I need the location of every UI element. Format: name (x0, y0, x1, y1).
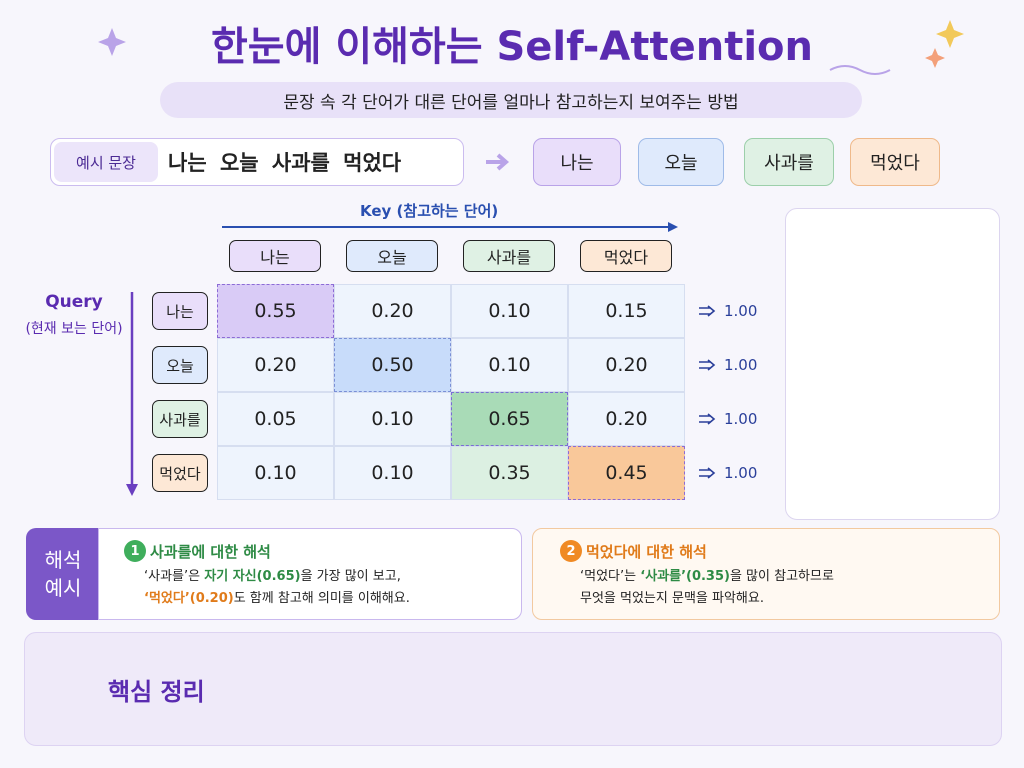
cell: 0.15 (568, 284, 685, 338)
cell: 0.10 (334, 392, 451, 446)
card-text: 자기 자신(0.65) (204, 569, 301, 584)
token: 사과를 (744, 138, 834, 186)
card-number: 1 (124, 540, 146, 562)
sum-arrow (699, 413, 716, 425)
cell: 0.20 (568, 392, 685, 446)
card (532, 528, 1000, 620)
cell: 0.20 (568, 338, 685, 392)
card-title: 먹었다에 대한 해석 (586, 543, 707, 561)
title: 한눈에 이해하는 Self-Attention (211, 24, 813, 70)
row-label: 먹었다 (152, 454, 208, 492)
row-label: 오늘 (152, 346, 208, 384)
card-text: 을 가장 많이 보고, (300, 569, 401, 584)
cell: 0.20 (217, 338, 334, 392)
notes-panel (785, 208, 1000, 520)
column-header: 먹었다 (580, 240, 672, 272)
row-sum: 1.00 (724, 356, 758, 374)
card-text: ‘사과를’(0.35) (640, 569, 730, 584)
card-text: ‘먹었다’는 (580, 569, 641, 584)
sum-arrow (699, 359, 716, 371)
card-line: ‘먹었다’는 ‘사과를’(0.35)을 많이 참고하므로 (580, 566, 834, 588)
card-line: ‘사과를’은 자기 자신(0.65)을 가장 많이 보고, (144, 566, 401, 588)
card-text: ‘사과를’은 (144, 569, 205, 584)
column-header: 사과를 (463, 240, 555, 272)
card-text: 도 함께 참고해 의미를 이해해요. (233, 591, 410, 606)
card-text: 을 많이 참고하므로 (729, 569, 834, 584)
token: 먹었다 (850, 138, 940, 186)
cell: 0.10 (334, 446, 451, 500)
card-text: ‘먹었다’(0.20) (144, 591, 234, 606)
cell: 0.10 (451, 338, 568, 392)
cell: 0.35 (451, 446, 568, 500)
subtitle: 문장 속 각 단어가 대른 단어를 얼마나 참고하는지 보여주는 방법 (160, 82, 862, 118)
row-sum: 1.00 (724, 464, 758, 482)
column-header: 나는 (229, 240, 321, 272)
cell: 0.10 (217, 446, 334, 500)
cell: 0.10 (451, 284, 568, 338)
interp-label-line: 예시 (44, 576, 82, 600)
row-label: 나는 (152, 292, 208, 330)
cell: 0.50 (334, 338, 451, 392)
card-number: 2 (560, 540, 582, 562)
token: 나는 (533, 138, 621, 186)
row-label: 사과를 (152, 400, 208, 438)
cell: 0.65 (451, 392, 568, 446)
row-sum: 1.00 (724, 302, 758, 320)
card-line: 무엇을 먹었는지 문맥을 파악해요. (580, 588, 764, 610)
card-title: 사과를에 대한 해석 (150, 543, 271, 561)
cell: 0.55 (217, 284, 334, 338)
token: 오늘 (638, 138, 724, 186)
cell: 0.45 (568, 446, 685, 500)
key-label: Key (참고하는 단어) (360, 202, 499, 220)
card (98, 528, 522, 620)
interp-label-line: 해석 (44, 548, 82, 572)
cell: 0.05 (217, 392, 334, 446)
example-label: 예시 문장 (54, 142, 158, 182)
column-header: 오늘 (346, 240, 438, 272)
sum-arrow (699, 305, 716, 317)
row-sum: 1.00 (724, 410, 758, 428)
summary-title: 핵심 정리 (108, 678, 205, 706)
query-sub: (현재 보는 단어) (25, 321, 123, 337)
summary-panel (24, 632, 1002, 746)
example-sentence: 나는 오늘 사과를 먹었다 (168, 151, 402, 175)
card-line: ‘먹었다’(0.20)도 함께 참고해 의미를 이해해요. (144, 588, 410, 610)
query-label: Query (45, 292, 103, 312)
sum-arrow (699, 467, 716, 479)
cell: 0.20 (334, 284, 451, 338)
card-text: 무엇을 먹었는지 문맥을 파악해요. (580, 591, 764, 606)
